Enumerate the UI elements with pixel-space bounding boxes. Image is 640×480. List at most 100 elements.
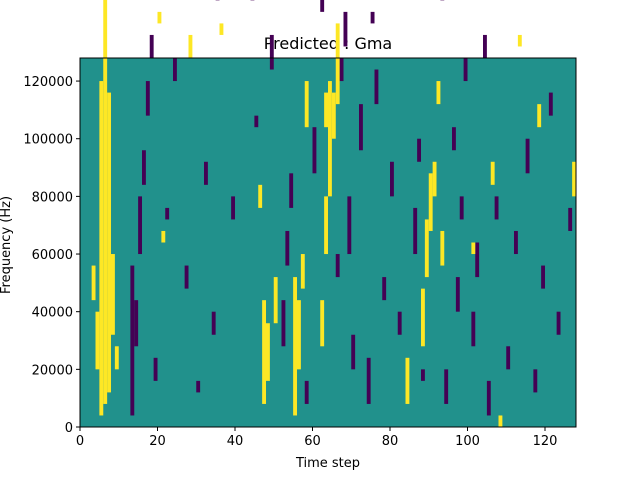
heatmap-cell-high (107, 92, 112, 393)
heatmap-cell-high (335, 23, 340, 105)
heatmap-cell-low (397, 311, 402, 335)
heatmap-cell-low (463, 58, 468, 82)
x-tick-label: 20 (149, 434, 166, 449)
heatmap-cell-low (421, 369, 425, 381)
heatmap-cell-high (471, 242, 476, 255)
x-tick-label: 60 (304, 434, 321, 449)
x-tick-label: 0 (76, 434, 84, 449)
heatmap-cell-low (568, 207, 573, 231)
heatmap-cell-high (95, 311, 100, 370)
y-tick-label: 60000 (32, 248, 73, 263)
heatmap-cell-low (211, 311, 216, 335)
y-axis: 0 20000 40000 60000 80000 100000 120000 (23, 75, 80, 436)
heatmap-cell-low (483, 34, 487, 58)
heatmap-cell-low (417, 138, 422, 162)
heatmap-cell-low (231, 196, 236, 220)
heatmap-cell-high (262, 300, 267, 404)
heatmap-cell-low (254, 115, 259, 128)
heatmap-cell-high (114, 346, 119, 370)
heatmap-cell-high (91, 265, 96, 301)
heatmap-cell-high (273, 277, 278, 324)
y-tick-label: 120000 (23, 75, 73, 90)
heatmap-cell-low (142, 150, 146, 185)
heatmap-cell-high (219, 23, 224, 35)
heatmap-cell-low (455, 277, 460, 312)
heatmap-cell-low (281, 300, 286, 347)
heatmap-cell-low (413, 207, 418, 255)
x-axis-label: Time step (295, 456, 360, 471)
heatmap-cell-low (556, 311, 561, 335)
heatmap-cell-high (421, 288, 425, 347)
heatmap-cell-low (134, 300, 139, 347)
heatmap-cell-high (572, 161, 577, 197)
heatmap-cell-low (444, 369, 449, 404)
heatmap-cell-low (149, 34, 154, 58)
plot-frame (79, 57, 577, 428)
chart-title: Predicted : Gma (264, 34, 392, 53)
heatmap-cell-high (188, 34, 193, 58)
heatmap-cell-low (390, 161, 394, 197)
heatmap-cell-high (331, 92, 336, 139)
heatmap-cell-low (506, 346, 511, 370)
heatmap-cell-low (374, 69, 379, 105)
heatmap-cell-low (289, 173, 294, 208)
heatmap-cell-high (498, 415, 503, 427)
y-tick-label: 40000 (32, 306, 73, 321)
heatmap-cell-low (184, 265, 189, 289)
heatmap-cell-high (111, 254, 115, 335)
heatmap-cell-high (324, 196, 329, 255)
heatmap-cell-low (475, 242, 480, 278)
x-tick-label: 120 (533, 434, 558, 449)
heatmap-cell-low (285, 230, 290, 266)
heatmap-cell-low (459, 196, 464, 220)
heatmap-cell-high (297, 300, 301, 370)
heatmap-cell-low (494, 196, 499, 220)
heatmap-cell-low (145, 81, 150, 116)
heatmap-cell-high (405, 357, 410, 404)
heatmap-cell-low (204, 161, 208, 185)
heatmap-cell-high (161, 230, 166, 243)
heatmap-cell-high (440, 230, 445, 266)
heatmap-cell-low (335, 254, 340, 278)
heatmap-cell-low (471, 311, 476, 347)
heatmap-cell-high (157, 11, 162, 24)
heatmap-cell-low (525, 138, 530, 174)
heatmap-cell-high (537, 104, 542, 128)
heatmap-cell-low (153, 357, 158, 381)
heatmap-cell-high (304, 81, 309, 128)
plot-area (80, 0, 577, 427)
heatmap-cell-low (486, 380, 491, 416)
heatmap-cell-low (351, 334, 356, 370)
y-tick-label: 20000 (32, 363, 73, 378)
heatmap-cell-low (382, 277, 387, 301)
heatmap-cell-low (304, 380, 309, 404)
x-tick-label: 80 (382, 434, 399, 449)
heatmap-cell-high (436, 81, 441, 105)
heatmap-cell-low (173, 58, 177, 82)
x-axis: 0 20 40 60 80 100 120 (76, 427, 558, 449)
heatmap-cell-low (359, 104, 363, 151)
heatmap-cell-high (293, 277, 298, 416)
heatmap-cell-low (533, 369, 538, 393)
y-tick-label: 0 (65, 421, 73, 436)
heatmap-cell-high (517, 34, 522, 47)
y-tick-label: 100000 (23, 133, 73, 148)
heatmap-cell-low (343, 11, 348, 47)
x-tick-label: 40 (227, 434, 244, 449)
y-axis-label: Frequency (Hz) (0, 196, 14, 294)
heatmap-cell-low (370, 11, 375, 24)
heatmap-cell-high (490, 161, 495, 185)
heatmap-cell-high (324, 92, 329, 128)
heatmap-cell-high (258, 184, 263, 208)
heatmap-cell-high (424, 219, 429, 278)
heatmap-cell-high (99, 81, 104, 416)
heatmap-cell-high (432, 161, 437, 197)
heatmap-cell-low (548, 92, 553, 116)
y-tick-label: 80000 (32, 190, 73, 205)
heatmap-cell-high (328, 81, 332, 197)
heatmap-cell-low (541, 265, 546, 289)
heatmap-cell-low (347, 196, 352, 255)
heatmap-cell-high (266, 323, 270, 381)
heatmap-cell-low (312, 127, 317, 174)
